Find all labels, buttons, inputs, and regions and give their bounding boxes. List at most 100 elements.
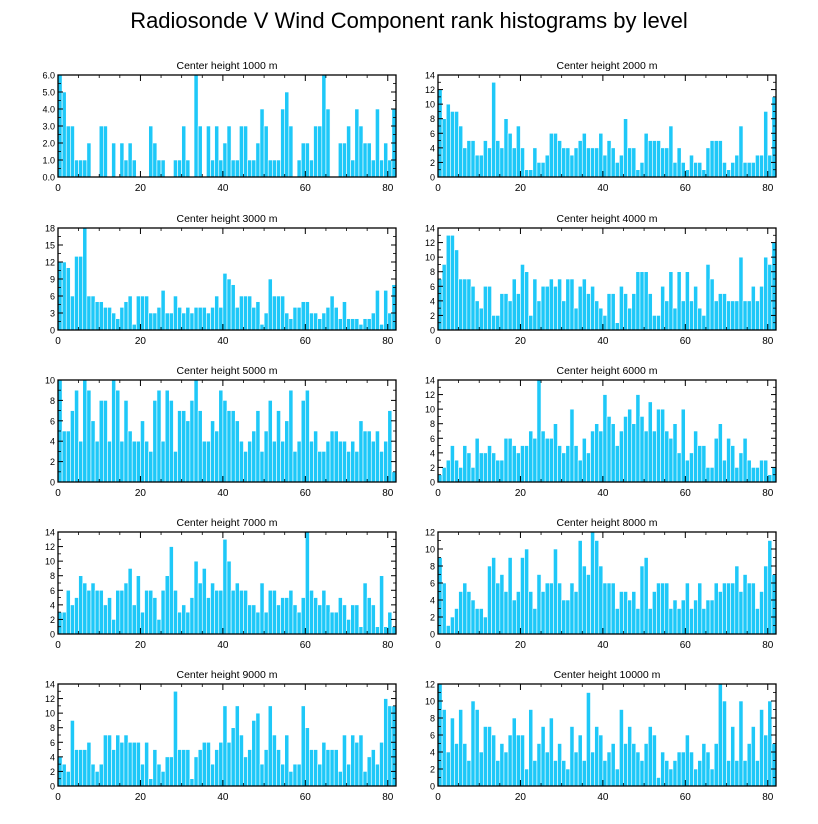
x-tick-label: 20: [135, 183, 147, 194]
histogram-bar: [660, 147, 666, 178]
histogram-bar: [759, 285, 764, 331]
y-tick-label: 0.0: [42, 173, 55, 183]
histogram-bar: [140, 420, 145, 483]
histogram-bar: [577, 540, 583, 635]
y-tick-label: 2: [50, 615, 55, 625]
histogram-bar: [639, 271, 645, 331]
histogram-bar: [366, 597, 372, 635]
histogram-bar: [243, 756, 248, 787]
y-tick-label: 6: [430, 282, 435, 292]
histogram-bar: [750, 582, 756, 635]
histogram-bar: [532, 147, 538, 178]
histogram-bar: [218, 159, 224, 178]
histogram-bar: [234, 705, 240, 787]
histogram-bar: [350, 604, 356, 635]
histogram-bar: [610, 743, 616, 787]
histogram-bar: [280, 108, 286, 178]
histogram-bar: [606, 293, 612, 331]
histogram-bar: [98, 125, 104, 178]
y-tick-label: 14: [425, 376, 435, 386]
histogram-bar: [738, 452, 744, 483]
histogram-bar: [185, 159, 191, 178]
histogram-bar: [610, 147, 616, 178]
histogram-bar: [201, 307, 207, 331]
histogram-bar: [520, 734, 525, 787]
histogram-bar: [722, 162, 727, 178]
x-tick-label: 40: [217, 336, 229, 347]
histogram-bar: [557, 445, 562, 483]
histogram-bar: [685, 459, 690, 483]
panel-title: Center height 7000 m: [177, 517, 278, 529]
histogram-bar: [82, 227, 88, 331]
histogram-bar: [466, 278, 472, 331]
histogram-bar: [296, 307, 302, 331]
y-tick-label: 8: [50, 396, 55, 406]
histogram-bar: [210, 763, 215, 787]
y-tick-label: 2: [50, 457, 55, 467]
histogram-bar: [643, 132, 649, 178]
histogram-bar: [705, 599, 711, 635]
histogram-bar: [697, 760, 703, 787]
histogram-bar: [483, 616, 488, 635]
histogram-bar: [193, 560, 199, 635]
histogram-bar: [565, 768, 571, 787]
histogram-bar: [697, 307, 703, 331]
histogram-bar: [214, 589, 220, 635]
histogram-bar: [156, 763, 162, 787]
histogram-bar: [255, 611, 261, 635]
histogram-bar: [255, 410, 261, 483]
histogram-bar: [689, 452, 694, 483]
histogram-bar: [259, 582, 265, 635]
histogram-bar: [532, 278, 538, 331]
histogram-bar: [466, 140, 472, 178]
y-tick-label: 6: [50, 738, 55, 748]
histogram-bar: [362, 318, 368, 331]
histogram-bar: [676, 147, 682, 178]
histogram-bar: [148, 125, 154, 178]
histogram-bar: [503, 751, 509, 787]
histogram-bar: [507, 437, 513, 483]
histogram-bar: [218, 741, 224, 787]
histogram-bar: [292, 763, 298, 787]
histogram-bar: [131, 604, 137, 635]
histogram-bar: [156, 307, 162, 331]
histogram-bar: [300, 301, 306, 331]
histogram-bar: [263, 430, 269, 483]
histogram-bar: [705, 467, 711, 483]
histogram-bar: [321, 741, 327, 787]
histogram-bar: [185, 611, 191, 635]
histogram-bar: [168, 400, 174, 483]
histogram-bar: [239, 125, 244, 178]
histogram-bar: [74, 749, 79, 787]
histogram-bar: [627, 307, 633, 331]
y-tick-label: 0: [430, 478, 435, 488]
histogram-bar: [701, 743, 707, 787]
histogram-bar: [689, 751, 694, 787]
histogram-bar: [573, 445, 579, 483]
histogram-bar: [387, 705, 393, 787]
histogram-bar: [309, 159, 314, 178]
histogram-bar: [173, 159, 178, 178]
x-tick-label: 20: [135, 336, 147, 347]
histogram-bar: [759, 591, 764, 635]
histogram-bar: [82, 582, 88, 635]
histogram-bar: [511, 278, 517, 331]
histogram-bar: [656, 315, 661, 331]
histogram-bar: [647, 608, 653, 635]
histogram-bar: [548, 582, 554, 635]
histogram-bar: [136, 575, 141, 635]
histogram-bar: [74, 597, 79, 635]
histogram-bar: [507, 557, 513, 635]
histogram-bar: [474, 709, 480, 787]
histogram-bar: [569, 154, 575, 178]
histogram-bar: [619, 430, 624, 483]
histogram-bar: [276, 410, 281, 483]
histogram-bar: [652, 734, 657, 787]
histogram-bar: [329, 611, 335, 635]
histogram-bar: [643, 271, 649, 331]
histogram-bar: [713, 140, 719, 178]
histogram-bar: [520, 147, 525, 178]
histogram-bar: [354, 318, 360, 331]
histogram-bar: [276, 159, 281, 178]
histogram-bar: [656, 408, 661, 483]
